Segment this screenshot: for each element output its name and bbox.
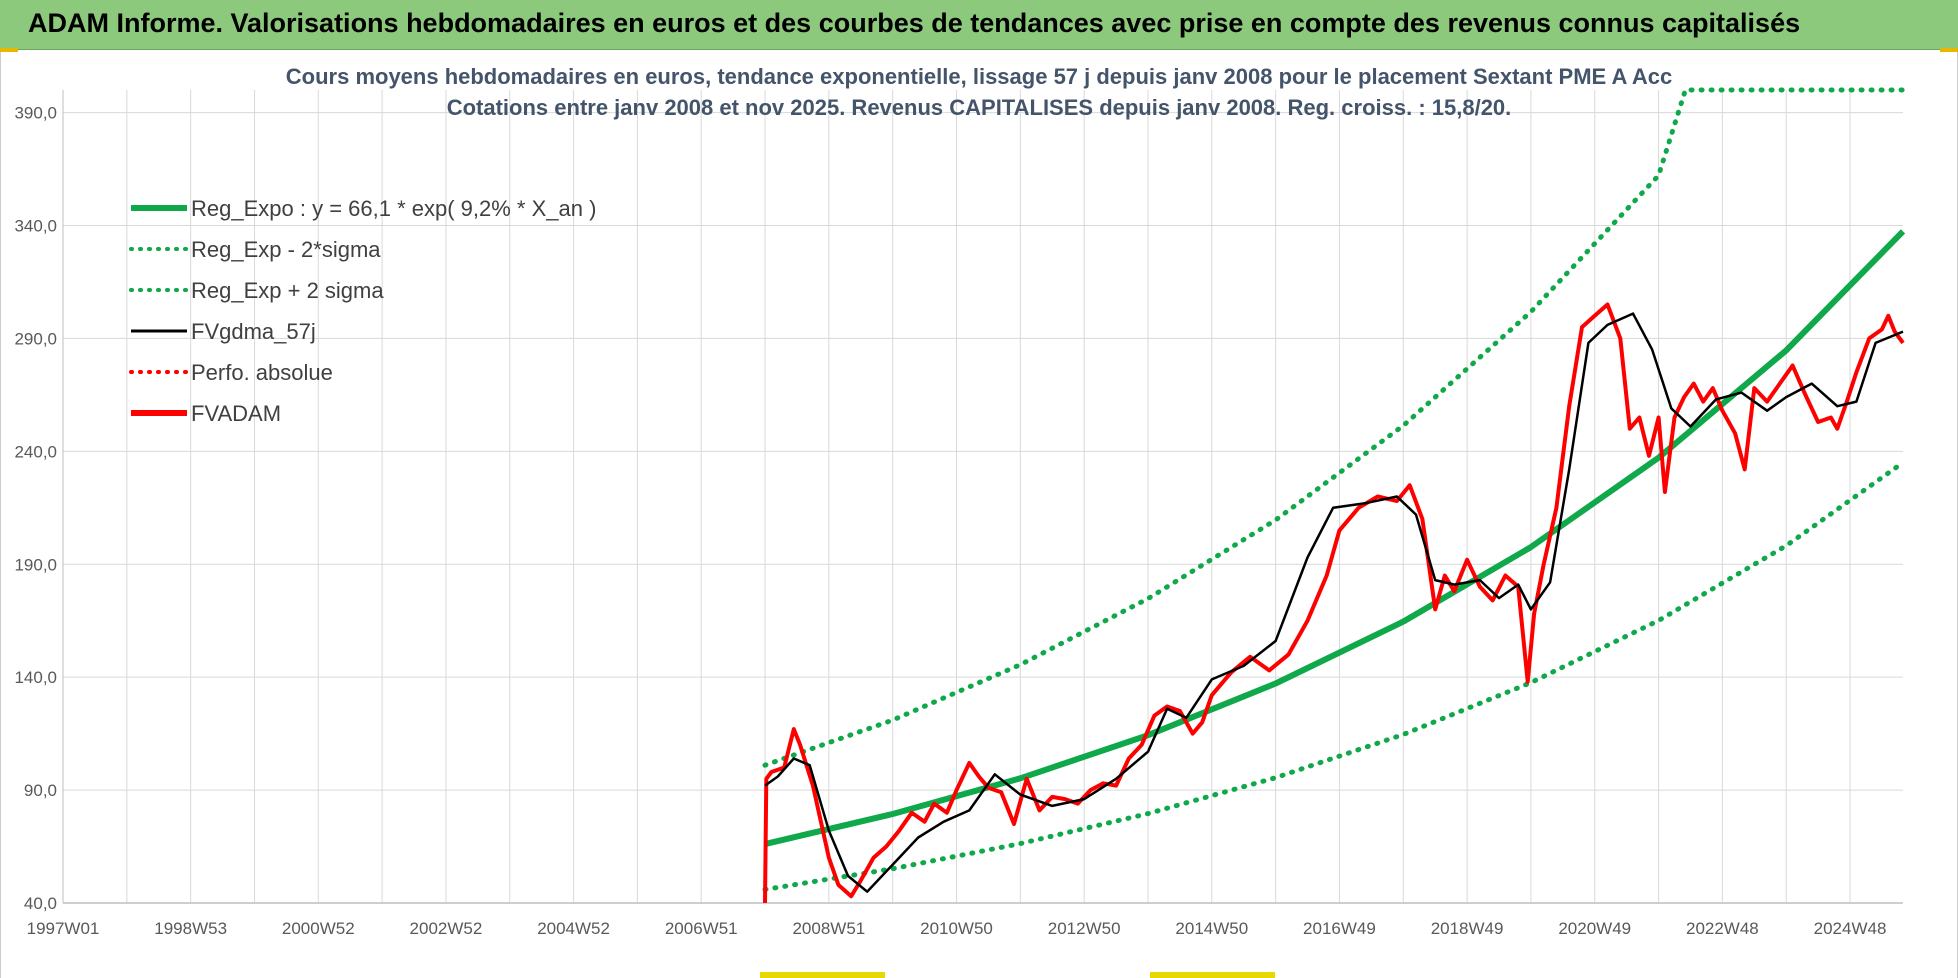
y-tick-label: 90,0 xyxy=(24,781,57,800)
y-tick-label: 240,0 xyxy=(14,442,57,461)
series-line xyxy=(764,312,1904,893)
corner-mark-right xyxy=(1940,48,1958,53)
x-tick-label: 2000W52 xyxy=(282,919,355,938)
series-line xyxy=(762,460,1906,892)
x-tick-label: 2024W48 xyxy=(1814,919,1887,938)
x-tick-label: 2018W49 xyxy=(1431,919,1504,938)
x-tick-label: 2012W50 xyxy=(1048,919,1121,938)
legend-label: Reg_Expo : y = 66,1 * exp( 9,2% * X_an ) xyxy=(191,196,596,221)
y-tick-label: 190,0 xyxy=(14,555,57,574)
x-tick-label: 2010W50 xyxy=(920,919,993,938)
x-tick-label: 2020W49 xyxy=(1558,919,1631,938)
header-banner: ADAM Informe. Valorisations hebdomadaire… xyxy=(0,0,1958,50)
y-tick-label: 340,0 xyxy=(14,217,57,236)
chart-area: 40,0 90,0 140,0 190,0 240,0 290,0 340,0 390,0 19… xyxy=(0,52,1958,978)
series-line xyxy=(763,302,1905,904)
legend-label: FVADAM xyxy=(191,401,281,426)
series-group xyxy=(762,87,1906,904)
x-tick-label: 2014W50 xyxy=(1175,919,1248,938)
chart-title: Cours moyens hebdomadaires en euros, ten… xyxy=(286,64,1672,89)
grid xyxy=(62,90,1903,904)
footer-mark xyxy=(760,972,885,978)
corner-mark-left xyxy=(0,48,18,53)
y-tick-label: 40,0 xyxy=(24,894,57,913)
y-tick-label: 140,0 xyxy=(14,668,57,687)
legend-label: Reg_Exp + 2 sigma xyxy=(191,278,384,303)
chart-subtitle: Cotations entre janv 2008 et nov 2025. R… xyxy=(447,95,1512,120)
axes: 40,0 90,0 140,0 190,0 240,0 290,0 340,0 390,0 19… xyxy=(14,90,1903,938)
x-tick-label: 1998W53 xyxy=(154,919,227,938)
x-tick-label: 1997W01 xyxy=(27,919,100,938)
y-tick-label: 390,0 xyxy=(14,104,57,123)
y-tick-label: 290,0 xyxy=(14,329,57,348)
x-tick-label: 2006W51 xyxy=(665,919,738,938)
page-title: ADAM Informe. Valorisations hebdomadaire… xyxy=(28,8,1801,38)
legend-label: Reg_Exp - 2*sigma xyxy=(191,237,381,262)
line-chart: 40,0 90,0 140,0 190,0 240,0 290,0 340,0 390,0 19… xyxy=(14,64,1906,938)
legend-label: Perfo. absolue xyxy=(191,360,333,385)
x-tick-label: 2002W52 xyxy=(410,919,483,938)
footer-mark xyxy=(1150,972,1275,978)
legend: Reg_Expo : y = 66,1 * exp( 9,2% * X_an )… xyxy=(129,196,596,426)
x-tick-label: 2008W51 xyxy=(792,919,865,938)
x-tick-label: 2004W52 xyxy=(537,919,610,938)
series-line xyxy=(762,87,1906,768)
series-line xyxy=(764,229,1906,848)
x-tick-label: 2022W48 xyxy=(1686,919,1759,938)
x-tick-label: 2016W49 xyxy=(1303,919,1376,938)
legend-label: FVgdma_57j xyxy=(191,319,316,344)
